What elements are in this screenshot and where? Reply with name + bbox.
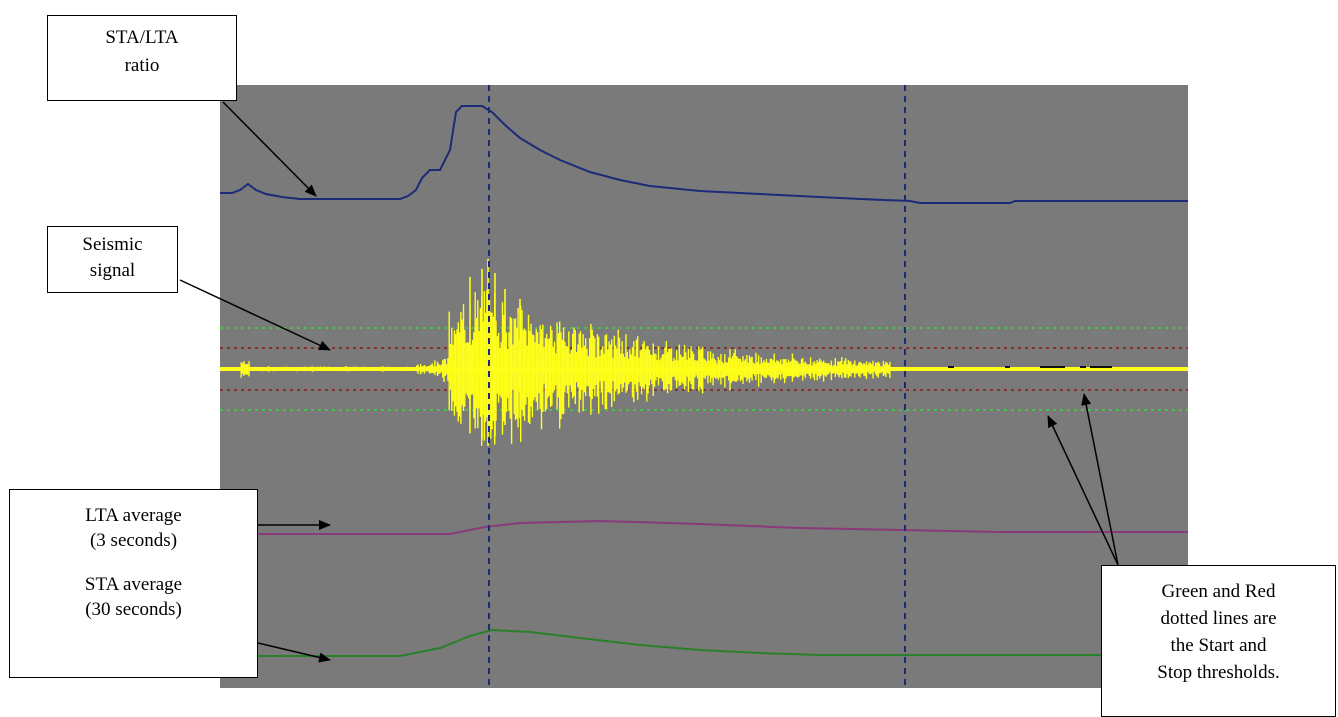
arrow-sta xyxy=(257,642,331,663)
arrow-threshold-right xyxy=(1081,393,1119,566)
callout-sta-lta-ratio: STA/LTA ratio xyxy=(47,15,237,101)
sta-lta-ratio-trace xyxy=(220,105,1188,204)
plot-background xyxy=(220,85,1188,688)
arrow-ratio xyxy=(222,101,317,197)
arrow-threshold-left xyxy=(1047,415,1119,566)
callout-thresholds: Green and Red dotted lines are the Start… xyxy=(1101,565,1336,717)
lta-average-trace xyxy=(258,519,1188,535)
sta-average-trace xyxy=(258,628,1188,657)
callout-lta-sta-averages: LTA average (3 seconds) STA average (30 … xyxy=(9,489,258,678)
callout-seismic-signal: Seismic signal xyxy=(47,226,178,293)
arrow-seismic xyxy=(179,279,331,351)
seismic-noise-specks xyxy=(948,366,1112,368)
